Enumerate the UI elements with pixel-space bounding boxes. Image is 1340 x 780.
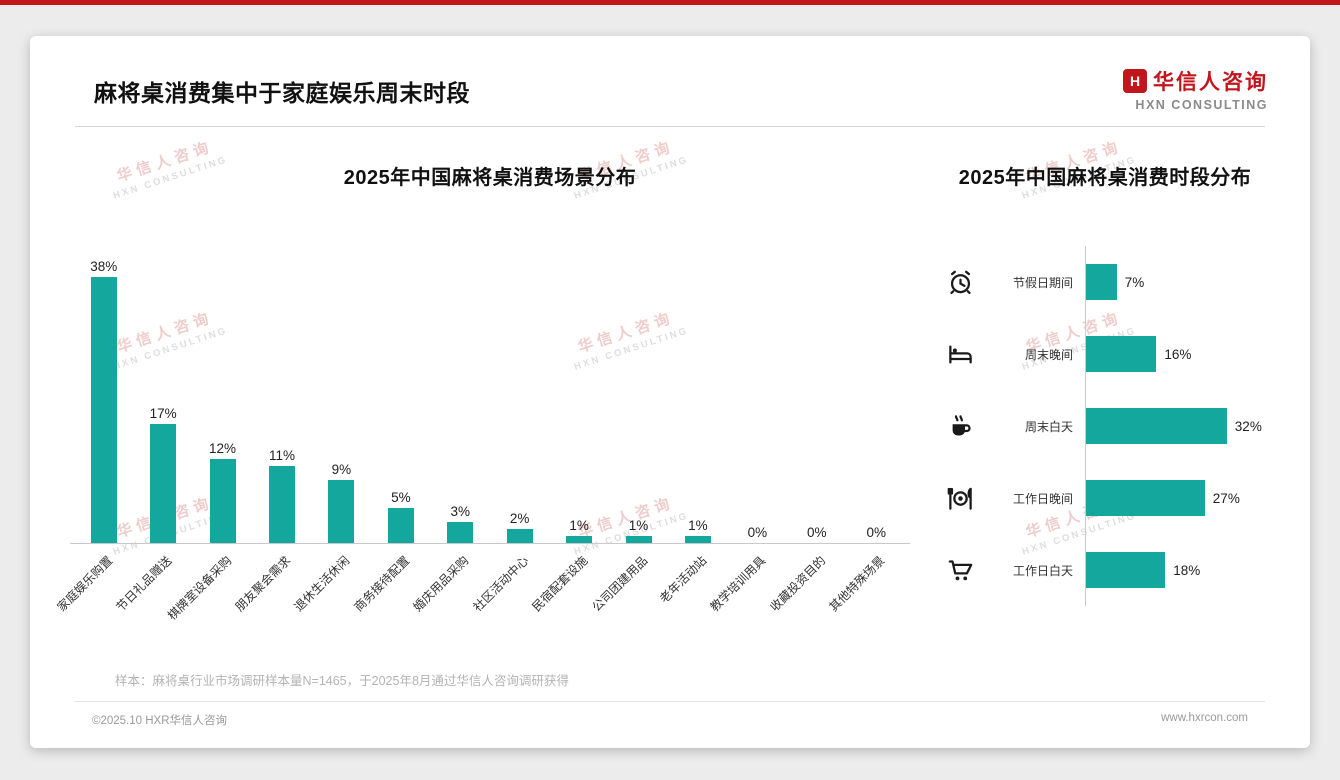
bar: [268, 466, 295, 543]
bar-value-label: 27%: [1212, 490, 1240, 506]
bar: [150, 424, 177, 543]
bar-value-label: 2%: [509, 511, 530, 526]
bar: [90, 277, 117, 543]
bar: [1086, 552, 1166, 588]
bar-value-label: 9%: [331, 462, 352, 477]
bar: [387, 508, 414, 543]
bar: [1086, 264, 1117, 300]
scenario-chart-title: 2025年中国麻将桌消费场景分布: [343, 167, 637, 189]
scenario-x-axis-labels: 家庭娱乐购置 节日礼品赠送 棋牌室设备采购 朋友聚会需求 退休生活休闲 商务接待配置 婚庆用…: [54, 544, 910, 644]
x-label-cell: 其他特殊场景: [827, 544, 905, 644]
time-category-label: 周末白天: [1024, 419, 1073, 434]
footer: ©2025.10 HXR华信人咨询 www.hxrcon.com: [30, 702, 1310, 728]
header-divider: [75, 126, 1265, 127]
time-bars-plot: 节假日期间 7% 周末晚间 16% 周末白天 32% 工作日晚间 27% 工作日白天 18%: [940, 246, 1270, 606]
bar-column: 3%: [431, 504, 490, 543]
time-category-label: 节假日期间: [1012, 275, 1073, 290]
bar-column: 38%: [74, 259, 133, 543]
bar: [209, 459, 236, 543]
bar-column: 12%: [193, 441, 252, 543]
bar: [1086, 408, 1227, 444]
time-category-label: 工作日白天: [1012, 563, 1073, 578]
bar: [1086, 480, 1205, 516]
bar-value-label: 18%: [1173, 562, 1201, 578]
bar-column: 5%: [371, 490, 430, 543]
bar-value-label: 0%: [866, 525, 886, 540]
coffee-icon: [940, 390, 980, 462]
bar-value-label: 16%: [1164, 346, 1192, 362]
logo-mark-icon: H: [1123, 69, 1147, 93]
bar-cell: 27%: [1085, 462, 1270, 534]
scenario-bars-plot: 38% 17% 12% 11% 9% 5% 3% 2% 1% 1% 1% 0% 0% 0%: [70, 252, 910, 544]
bar: [447, 522, 474, 543]
bar-value-label: 12%: [209, 441, 237, 456]
bar-column: 0%: [787, 525, 846, 543]
bar-value-label: 17%: [149, 406, 177, 421]
bar-value-label: 3%: [450, 504, 470, 519]
copyright-text: ©2025.10 HXR华信人咨询: [92, 715, 228, 727]
bar-column: 1%: [549, 518, 608, 543]
bar-cell: 7%: [1085, 246, 1270, 318]
bar: [625, 536, 652, 543]
time-chart: 2025年中国麻将桌消费时段分布 节假日期间 7% 周末晚间 16% 周末白天 32% 工作…: [910, 145, 1270, 644]
scenario-chart: 2025年中国麻将桌消费场景分布 38% 17% 12% 11% 9% 5% 3% 2% 1% 1…: [54, 145, 910, 644]
bar-column: 1%: [668, 518, 727, 543]
bar-value-label: 11%: [268, 448, 295, 463]
dining-icon: [940, 462, 980, 534]
bar-value-label: 0%: [747, 525, 768, 540]
footer-divider: [75, 701, 1265, 702]
bar-value-label: 1%: [569, 518, 589, 533]
time-category-label: 周末晚间: [1024, 347, 1073, 362]
logo-cn-text: 华信人咨询: [1153, 71, 1268, 94]
bar: [506, 529, 533, 543]
logo: H 华信人咨询 HXN CONSULTING: [1123, 66, 1268, 112]
logo-en-text: HXN CONSULTING: [1135, 98, 1268, 112]
bar-value-label: 0%: [807, 525, 827, 540]
time-chart-title: 2025年中国麻将桌消费时段分布: [958, 167, 1252, 189]
page-title: 麻将桌消费集中于家庭娱乐周末时段: [94, 80, 470, 106]
alarm-clock-icon: [940, 246, 980, 318]
bar-column: 1%: [609, 518, 668, 543]
report-card: 华信人咨询 HXN CONSULTING 华信人咨询 HXN CONSULTING 华信…: [30, 36, 1310, 748]
bar-value-label: 7%: [1124, 274, 1145, 290]
bar-column: 17%: [133, 406, 192, 543]
bar-value-label: 5%: [391, 490, 411, 505]
charts-area: 2025年中国麻将桌消费场景分布 38% 17% 12% 11% 9% 5% 3% 2% 1% 1…: [30, 145, 1310, 644]
x-axis-label: 家庭娱乐购置: [54, 553, 116, 615]
cart-icon: [940, 534, 980, 606]
bar: [328, 480, 355, 543]
bar-column: 0%: [728, 525, 787, 543]
website-text: www.hxrcon.com: [1161, 712, 1248, 724]
bar-cell: 16%: [1085, 318, 1270, 390]
bar-value-label: 1%: [688, 518, 708, 533]
top-accent-bar: [0, 0, 1340, 5]
bar-column: 0%: [846, 525, 905, 543]
bar-column: 9%: [312, 462, 371, 543]
bar-column: 11%: [252, 448, 311, 543]
bar-column: 2%: [490, 511, 549, 543]
bar-value-label: 32%: [1234, 418, 1262, 434]
time-category-label: 工作日晚间: [1012, 491, 1073, 506]
bed-icon: [940, 318, 980, 390]
bar: [684, 536, 711, 543]
bar-value-label: 38%: [90, 259, 118, 274]
bar-value-label: 1%: [628, 518, 649, 533]
sample-note: 样本：麻将桌行业市场调研样本量N=1465，于2025年8月通过华信人咨询调研获…: [115, 674, 569, 688]
header: 麻将桌消费集中于家庭娱乐周末时段 H 华信人咨询 HXN CONSULTING: [30, 36, 1310, 112]
bar-cell: 32%: [1085, 390, 1270, 462]
bar: [1086, 336, 1157, 372]
bar-cell: 18%: [1085, 534, 1270, 606]
bar: [566, 536, 593, 543]
